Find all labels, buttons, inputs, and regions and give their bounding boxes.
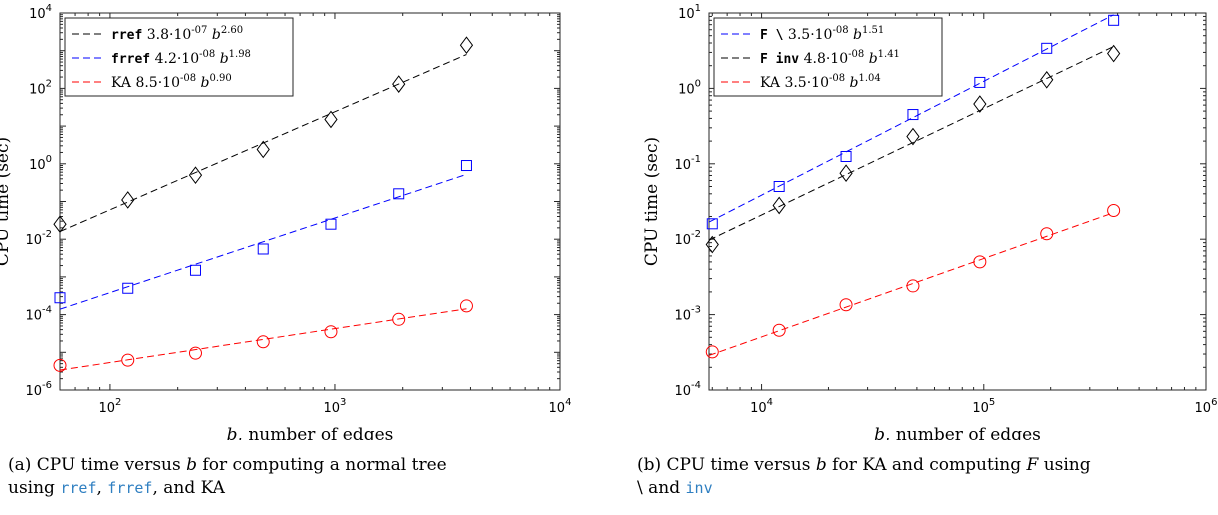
data-point-0-5 bbox=[1041, 42, 1053, 54]
x-axis-label: b, number of edges bbox=[227, 425, 394, 440]
legend-box bbox=[713, 17, 943, 97]
y-tick-label: 100 bbox=[678, 78, 701, 97]
data-point-2-6 bbox=[459, 299, 473, 313]
fit-line-1 bbox=[60, 173, 467, 310]
y-tick-label: 104 bbox=[29, 3, 52, 22]
data-point-0-6 bbox=[1108, 14, 1120, 26]
fit-line-1 bbox=[709, 46, 1114, 241]
y-tick-label: 10-1 bbox=[674, 154, 701, 173]
data-point-0-2 bbox=[840, 150, 852, 162]
y-tick-label: 101 bbox=[678, 3, 701, 22]
y-tick-label: 100 bbox=[29, 154, 52, 173]
data-point-2-3 bbox=[256, 335, 270, 349]
caption-text: (b) CPU time versus bbox=[637, 455, 816, 475]
chart-a: 102 103 104 10-6 10-4 10-2 100 102 104 b, number … bbox=[0, 3, 572, 440]
caption-text: b bbox=[186, 455, 198, 475]
x-axis-label: b, number of edges bbox=[874, 425, 1041, 440]
fit-line-2 bbox=[709, 212, 1114, 356]
x-tick-label: 104 bbox=[549, 397, 572, 416]
caption-text: , and KA bbox=[152, 478, 225, 498]
data-point-1-3 bbox=[257, 243, 269, 255]
legend-box bbox=[64, 17, 294, 97]
data-point-1-6 bbox=[1107, 44, 1121, 63]
data-point-0-1 bbox=[773, 180, 785, 192]
data-point-1-0 bbox=[705, 235, 719, 254]
caption-text: \ bbox=[637, 478, 643, 498]
data-point-1-6 bbox=[460, 160, 472, 172]
data-point-1-2 bbox=[189, 264, 201, 276]
legend-entry: rref 3.8·10-07 b2.60 bbox=[111, 25, 243, 43]
x-tick-label: 103 bbox=[324, 397, 347, 416]
plot-frame bbox=[708, 12, 1207, 391]
chart-b: 104 105 106 10-4 10-3 10-2 10-1 100 101 b, number… bbox=[642, 3, 1218, 440]
data-point-2-4 bbox=[324, 325, 338, 339]
legend-entry: frref 4.2·10-08 b1.98 bbox=[111, 49, 251, 67]
fit-line-0 bbox=[709, 14, 1114, 223]
data-point-0-6 bbox=[459, 36, 474, 55]
y-axis-label: CPU time (sec) bbox=[0, 137, 13, 266]
y-tick-label: 10-2 bbox=[674, 229, 701, 248]
data-point-0-5 bbox=[392, 75, 406, 93]
data-point-1-5 bbox=[1040, 70, 1054, 89]
data-point-1-0 bbox=[54, 292, 66, 304]
caption-text: for KA and computing bbox=[826, 455, 1027, 475]
caption-text: F bbox=[1026, 455, 1039, 475]
data-point-2-2 bbox=[188, 346, 202, 360]
data-point-1-1 bbox=[772, 196, 786, 215]
data-point-1-3 bbox=[906, 127, 920, 146]
data-point-2-0 bbox=[705, 345, 719, 359]
caption-text: , bbox=[96, 478, 108, 498]
data-point-0-0 bbox=[53, 215, 67, 234]
caption-text: inv bbox=[685, 479, 713, 497]
data-point-1-5 bbox=[393, 188, 405, 200]
caption-b: (b) CPU time versus b for KA and computi… bbox=[637, 454, 1212, 500]
data-point-2-2 bbox=[839, 298, 853, 312]
x-tick-label: 104 bbox=[750, 397, 773, 416]
y-axis-label: CPU time (sec) bbox=[642, 137, 662, 266]
data-point-1-4 bbox=[973, 95, 987, 113]
data-point-2-6 bbox=[1107, 204, 1121, 218]
fit-line-2 bbox=[60, 308, 467, 371]
caption-text: rref bbox=[60, 479, 97, 497]
data-point-2-1 bbox=[772, 323, 786, 337]
x-tick-label: 105 bbox=[972, 397, 995, 416]
data-point-0-4 bbox=[324, 110, 338, 129]
legend-entry: KA 8.5·10-08 b0.90 bbox=[111, 73, 232, 91]
data-point-0-3 bbox=[256, 140, 270, 159]
x-tick-label: 106 bbox=[1195, 397, 1218, 416]
caption-text: using bbox=[1038, 455, 1091, 475]
y-tick-label: 10-4 bbox=[674, 380, 701, 399]
caption-text: b bbox=[815, 455, 827, 475]
data-point-2-5 bbox=[392, 312, 406, 326]
data-point-0-0 bbox=[706, 218, 718, 230]
x-tick-label: 102 bbox=[98, 397, 121, 416]
data-point-2-1 bbox=[121, 353, 135, 367]
data-point-2-0 bbox=[53, 358, 67, 372]
y-tick-label: 10-4 bbox=[25, 305, 52, 324]
legend-entry: F \ 3.5·10-08 b1.51 bbox=[760, 25, 884, 43]
data-point-0-2 bbox=[188, 166, 203, 184]
caption-a: (a) CPU time versus b for computing a no… bbox=[8, 454, 598, 500]
caption-text: frref bbox=[107, 479, 153, 497]
data-point-1-1 bbox=[122, 282, 134, 294]
data-point-0-1 bbox=[121, 191, 135, 209]
caption-text: for computing a normal tree bbox=[197, 455, 447, 475]
fit-line-0 bbox=[60, 54, 467, 233]
data-point-0-3 bbox=[907, 109, 919, 121]
caption-text: and bbox=[642, 478, 686, 498]
legend-entry: F inv 4.8·10-08 b1.41 bbox=[760, 49, 900, 67]
caption-text: (a) CPU time versus bbox=[8, 455, 187, 475]
caption-text: using bbox=[8, 478, 61, 498]
legend-entry: KA 3.5·10-08 b1.04 bbox=[760, 73, 881, 91]
y-tick-label: 10-6 bbox=[25, 380, 52, 399]
data-point-2-5 bbox=[1040, 227, 1054, 241]
data-point-2-4 bbox=[973, 255, 987, 269]
y-tick-label: 102 bbox=[29, 78, 52, 97]
data-point-1-2 bbox=[839, 164, 853, 183]
data-point-2-3 bbox=[906, 279, 920, 293]
data-point-1-4 bbox=[325, 218, 337, 230]
y-tick-label: 10-2 bbox=[25, 229, 52, 248]
y-tick-label: 10-3 bbox=[674, 305, 701, 324]
data-point-0-4 bbox=[974, 76, 986, 88]
